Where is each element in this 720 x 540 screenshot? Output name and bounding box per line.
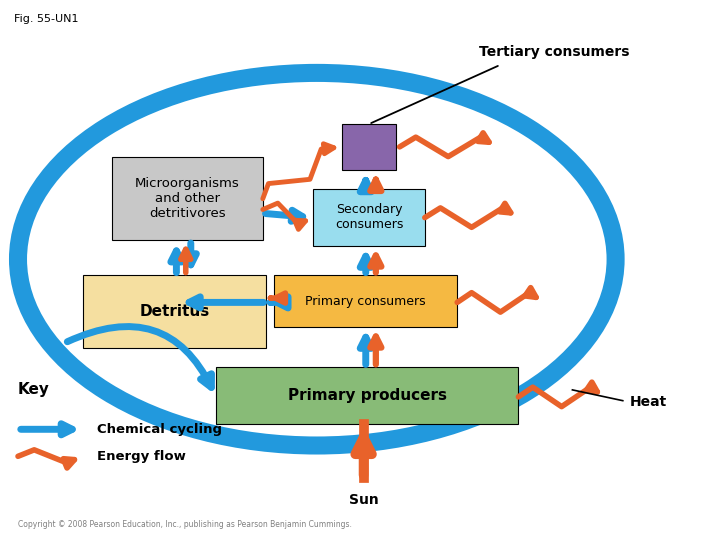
Text: Detritus: Detritus bbox=[140, 305, 210, 319]
Text: Primary consumers: Primary consumers bbox=[305, 294, 426, 308]
FancyBboxPatch shape bbox=[274, 275, 457, 327]
Text: Secondary
consumers: Secondary consumers bbox=[335, 204, 403, 231]
FancyArrowPatch shape bbox=[67, 327, 212, 387]
Text: Heat: Heat bbox=[630, 395, 667, 409]
Text: Tertiary consumers: Tertiary consumers bbox=[479, 45, 630, 59]
FancyBboxPatch shape bbox=[216, 367, 518, 424]
Text: Copyright © 2008 Pearson Education, Inc., publishing as Pearson Benjamin Cumming: Copyright © 2008 Pearson Education, Inc.… bbox=[18, 520, 352, 529]
FancyBboxPatch shape bbox=[342, 124, 396, 170]
Text: Key: Key bbox=[18, 382, 50, 397]
Text: Fig. 55-UN1: Fig. 55-UN1 bbox=[14, 14, 79, 24]
FancyBboxPatch shape bbox=[112, 157, 263, 240]
FancyBboxPatch shape bbox=[83, 275, 266, 348]
Text: Primary producers: Primary producers bbox=[288, 388, 446, 403]
Text: Chemical cycling: Chemical cycling bbox=[97, 423, 222, 436]
Text: Sun: Sun bbox=[348, 492, 379, 507]
FancyBboxPatch shape bbox=[313, 189, 425, 246]
Text: Energy flow: Energy flow bbox=[97, 450, 186, 463]
Text: Microorganisms
and other
detritivores: Microorganisms and other detritivores bbox=[135, 177, 240, 220]
